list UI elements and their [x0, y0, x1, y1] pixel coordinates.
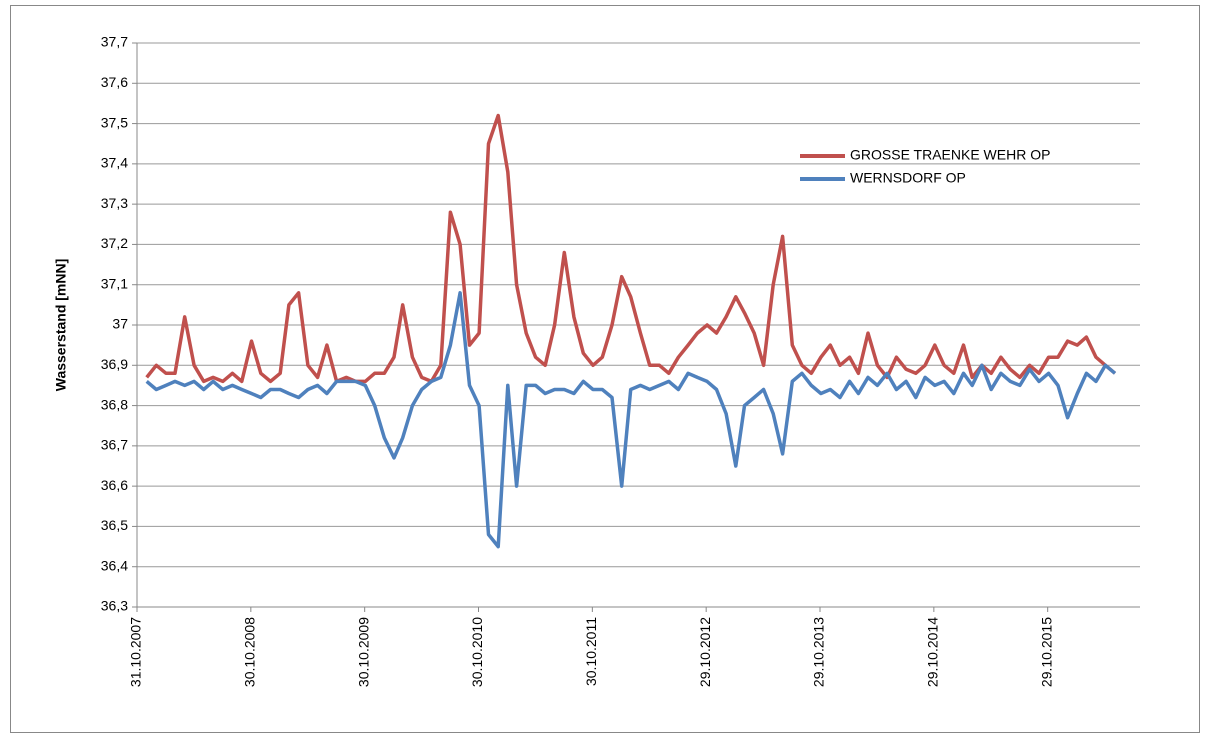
y-tick-label: 36,9	[101, 356, 128, 372]
y-tick-label: 37,2	[101, 235, 128, 251]
legend-label: GROSSE TRAENKE WEHR OP	[850, 147, 1050, 163]
y-tick-label: 37,1	[101, 275, 128, 291]
y-tick-label: 36,4	[101, 557, 128, 573]
data-line	[145, 113, 1117, 384]
y-tick-label: 36,3	[101, 598, 128, 614]
data-line	[145, 291, 1117, 549]
x-tick-label: 29.10.2014	[925, 617, 941, 687]
y-tick-label: 37,5	[101, 114, 128, 130]
y-tick-label: 37,6	[101, 74, 128, 90]
y-tick-label: 36,5	[101, 517, 128, 533]
y-tick-label: 37	[112, 316, 128, 332]
y-tick-label: 36,8	[101, 396, 128, 412]
x-tick-label: 29.10.2012	[697, 617, 713, 687]
y-tick-label: 37,4	[101, 155, 128, 171]
x-tick-label: 30.10.2008	[242, 617, 258, 687]
x-tick-label: 29.10.2015	[1038, 617, 1054, 687]
x-tick-label: 30.10.2011	[583, 617, 599, 686]
legend-label: WERNSDORF OP	[850, 170, 966, 186]
x-tick-label: 30.10.2010	[469, 617, 485, 687]
y-tick-label: 36,7	[101, 437, 128, 453]
y-tick-label: 36,6	[101, 477, 128, 493]
y-axis-label: Wasserstand [mNN]	[53, 259, 69, 392]
chart-frame	[10, 5, 1200, 733]
x-tick-label: 29.10.2013	[811, 617, 827, 687]
x-tick-label: 31.10.2007	[128, 617, 144, 687]
y-tick-label: 37,3	[101, 195, 128, 211]
x-tick-label: 30.10.2009	[355, 617, 371, 687]
y-tick-label: 37,7	[101, 34, 128, 50]
